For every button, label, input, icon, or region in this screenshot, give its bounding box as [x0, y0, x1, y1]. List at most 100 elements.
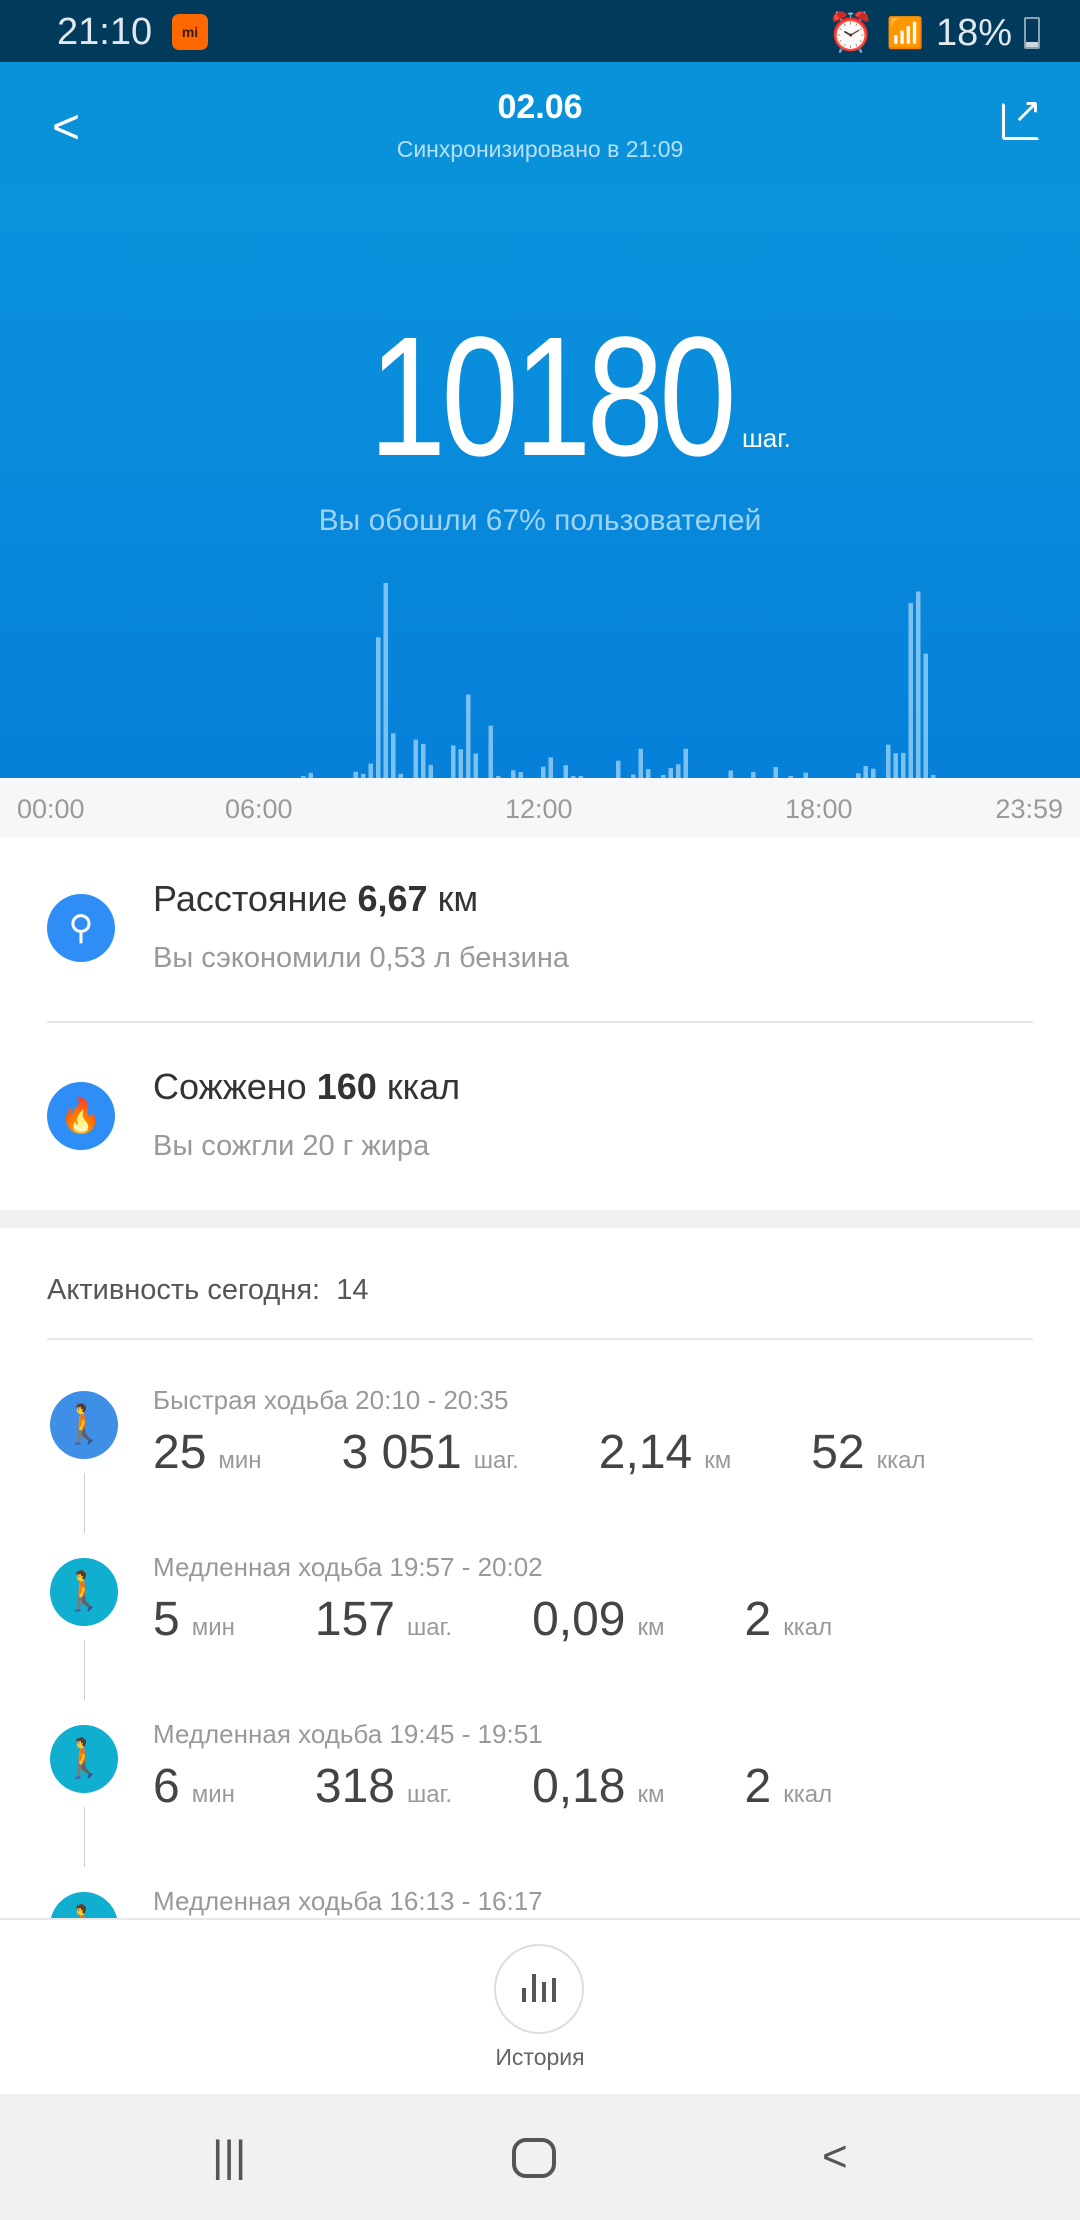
alarm-icon: ⏰	[827, 12, 875, 54]
chart-bar	[578, 776, 583, 778]
chart-bar	[383, 583, 388, 778]
chart-bar	[751, 772, 756, 778]
activity-unit: ккал	[783, 1781, 833, 1808]
chart-bar	[421, 743, 426, 778]
sync-status: Синхронизировано в 21:09	[396, 136, 684, 162]
flame-icon: 🔥	[47, 1082, 115, 1150]
walking-icon: 🚶	[50, 1558, 118, 1626]
steps-count: 10180	[368, 302, 737, 492]
chart-bar	[413, 739, 418, 778]
chart-bar	[548, 757, 553, 778]
chart-bar	[458, 749, 463, 778]
activity-count: 14	[336, 1274, 369, 1306]
chart-bar	[923, 653, 928, 778]
x-tick: 23:59	[995, 794, 1063, 824]
chart-bar	[368, 763, 373, 778]
steps-unit: шаг.	[741, 423, 791, 453]
chart-bar	[361, 773, 366, 778]
activity-item[interactable]: 🚶 Медленная ходьба 19:57 - 20:02 5 мин 157 ша…	[0, 1552, 1080, 1725]
activity-unit: км	[637, 1614, 665, 1641]
activity-header: Активность сегодня: 14	[47, 1274, 368, 1307]
chart-bar	[676, 764, 681, 778]
activity-value: 0,09	[532, 1593, 626, 1646]
recent-apps-icon[interactable]: |||	[212, 2132, 247, 2181]
chart-bar	[661, 774, 666, 778]
activity-unit: км	[704, 1447, 732, 1474]
activity-unit: шаг.	[406, 1781, 453, 1808]
chart-bar	[683, 748, 688, 778]
activity-unit: мин	[191, 1781, 235, 1808]
status-bar: 21:10 mi ⏰ 📶 18%	[0, 0, 1080, 62]
chart-bar	[398, 773, 403, 778]
activity-item[interactable]: 🚶 Быстрая ходьба 20:10 - 20:35 25 мин 3 051 ш…	[0, 1385, 1080, 1558]
chart-bar	[646, 769, 651, 778]
x-tick: 18:00	[785, 794, 853, 824]
chart-bar	[901, 752, 906, 778]
steps-comparison: Вы обошли 67% пользователей	[318, 504, 762, 537]
activity-title: Медленная ходьба 19:57 - 20:02	[153, 1552, 543, 1582]
chart-bar	[488, 725, 493, 778]
divider	[47, 1338, 1033, 1340]
location-route-icon: ⚲	[47, 894, 115, 962]
activity-title: Быстрая ходьба 20:10 - 20:35	[153, 1385, 509, 1415]
chart-bar	[728, 770, 733, 778]
chart-bar	[308, 772, 313, 778]
stat-label: Сожжено	[153, 1066, 307, 1107]
timeline-line	[84, 1640, 85, 1700]
chart-bar	[376, 637, 381, 778]
activity-unit: шаг.	[473, 1447, 519, 1474]
date-title: 02.06	[497, 88, 583, 126]
stat-desc: Вы сэкономили 0,53 л бензина	[153, 942, 570, 974]
battery-icon	[1024, 17, 1040, 49]
chart-bar	[496, 775, 501, 778]
activity-value: 5	[153, 1593, 180, 1646]
stat-desc: Вы сожгли 20 г жира	[153, 1130, 430, 1162]
chart-bar	[428, 764, 433, 778]
share-icon[interactable]	[1002, 91, 1042, 140]
battery-percent: 18%	[935, 11, 1012, 54]
chart-bar	[301, 776, 306, 778]
history-button[interactable]	[494, 1944, 584, 2034]
chart-bar	[916, 591, 921, 778]
chart-bar	[886, 744, 891, 778]
chart-bar	[571, 776, 576, 778]
chart-bar	[541, 766, 546, 778]
home-icon[interactable]	[512, 2138, 556, 2178]
activity-value: 2	[744, 1593, 772, 1646]
steps-hero: 10180 шаг. Вы обошли 67% пользователей	[0, 182, 1080, 778]
activity-label: Активность сегодня:	[47, 1274, 321, 1306]
timeline-line	[84, 1473, 85, 1533]
activity-unit: мин	[218, 1447, 262, 1474]
activity-unit: ккал	[783, 1614, 833, 1641]
activity-value: 0,18	[532, 1760, 626, 1813]
activity-unit: мин	[191, 1614, 235, 1641]
chart-bar	[563, 765, 568, 778]
chart-x-axis: 00:00 06:00 12:00 18:00 23:59	[0, 778, 1080, 838]
steps-chart	[301, 583, 936, 778]
chart-bar	[391, 733, 396, 778]
x-tick: 12:00	[505, 794, 573, 824]
activity-item[interactable]: 🚶 Медленная ходьба 19:45 - 19:51 6 мин 318 ша…	[0, 1719, 1080, 1892]
chart-bar	[473, 753, 478, 778]
divider	[47, 1021, 1033, 1023]
activity-unit: шаг.	[406, 1614, 453, 1641]
activity-value: 2,14	[598, 1426, 693, 1479]
activity-value: 3 051	[341, 1426, 462, 1479]
back-button[interactable]: <	[52, 101, 81, 154]
history-label[interactable]: История	[495, 2044, 585, 2070]
chart-bar	[518, 772, 523, 778]
back-nav-icon[interactable]: <	[822, 2132, 848, 2181]
chart-bar	[511, 770, 516, 778]
mi-fit-icon: mi	[172, 14, 208, 50]
wifi-icon: 📶	[886, 16, 924, 50]
chart-bar	[451, 745, 456, 778]
chart-bar	[638, 748, 643, 778]
chart-bar	[773, 766, 778, 778]
activity-value: 25	[153, 1426, 207, 1479]
chart-bar	[466, 694, 471, 778]
activity-value: 2	[744, 1760, 772, 1813]
bottom-bar: История	[0, 1918, 1080, 2094]
activity-title: Медленная ходьба 16:13 - 16:17	[153, 1886, 543, 1916]
app-header: < 02.06 Синхронизировано в 21:09	[0, 62, 1080, 182]
chart-bar	[803, 772, 808, 778]
